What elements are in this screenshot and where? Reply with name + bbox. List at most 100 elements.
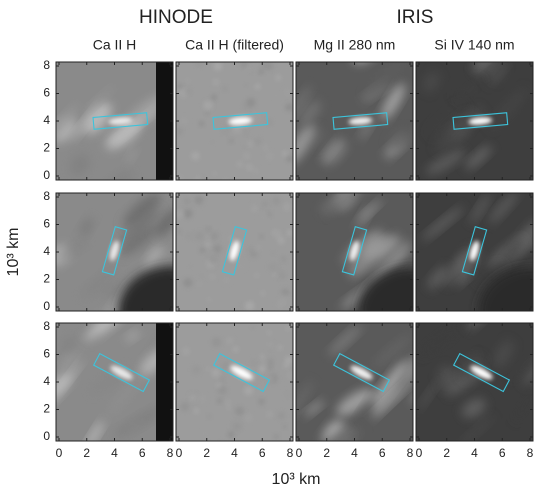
texture xyxy=(206,297,212,303)
texture xyxy=(71,102,102,141)
texture xyxy=(198,272,205,279)
texture xyxy=(210,231,219,241)
texture xyxy=(296,124,315,166)
texture xyxy=(154,208,173,237)
texture xyxy=(243,385,254,396)
texture xyxy=(266,410,274,418)
texture xyxy=(188,264,193,269)
texture xyxy=(276,236,285,245)
texture xyxy=(311,429,351,441)
texture xyxy=(259,354,265,360)
texture xyxy=(232,123,242,134)
texture xyxy=(212,78,220,86)
texture xyxy=(283,362,289,369)
texture xyxy=(276,267,285,275)
texture xyxy=(190,151,200,161)
texture xyxy=(243,82,249,88)
brightening xyxy=(469,240,480,261)
texture xyxy=(213,244,222,254)
texture xyxy=(254,244,262,252)
image-panel xyxy=(296,62,413,180)
x-tick-label: 4 xyxy=(471,446,478,460)
texture xyxy=(388,129,413,150)
texture xyxy=(81,267,118,299)
texture xyxy=(286,155,293,163)
texture xyxy=(209,273,216,280)
texture xyxy=(268,365,273,370)
texture xyxy=(233,421,243,431)
texture xyxy=(56,117,77,143)
texture xyxy=(83,85,115,114)
texture xyxy=(236,160,244,168)
texture xyxy=(488,193,519,224)
texture xyxy=(286,229,293,236)
texture xyxy=(176,128,183,136)
texture xyxy=(56,373,72,411)
column-title: Ca II H (filtered) xyxy=(185,37,284,53)
texture xyxy=(199,247,206,254)
y-tick-label: 2 xyxy=(43,402,50,416)
texture xyxy=(126,147,137,163)
texture xyxy=(251,167,259,175)
texture xyxy=(283,65,290,72)
dark-region xyxy=(358,266,413,311)
texture xyxy=(252,132,261,141)
texture xyxy=(273,434,279,440)
slit-box xyxy=(461,226,488,276)
x-tick-label: 8 xyxy=(407,446,414,460)
texture xyxy=(421,206,464,241)
texture xyxy=(439,372,459,390)
y-tick-label: 8 xyxy=(43,319,50,333)
texture xyxy=(322,139,347,166)
texture xyxy=(57,239,89,261)
texture xyxy=(418,323,465,357)
y-tick-label: 0 xyxy=(43,429,50,443)
texture xyxy=(475,262,505,285)
texture xyxy=(244,301,255,311)
texture xyxy=(228,330,235,337)
texture xyxy=(425,149,466,176)
group-label: IRIS xyxy=(397,7,434,28)
texture xyxy=(270,229,277,236)
texture xyxy=(125,330,140,342)
texture xyxy=(267,211,273,217)
texture xyxy=(209,139,215,145)
x-tick-label: 4 xyxy=(351,446,358,460)
texture xyxy=(194,195,204,205)
texture xyxy=(252,374,261,383)
texture xyxy=(260,290,266,296)
texture xyxy=(84,420,104,441)
texture xyxy=(271,343,279,351)
texture xyxy=(286,371,293,380)
texture xyxy=(123,193,161,228)
texture xyxy=(280,256,287,263)
texture xyxy=(283,88,292,97)
texture xyxy=(510,347,533,381)
texture xyxy=(336,388,375,416)
texture xyxy=(488,87,528,130)
texture xyxy=(183,208,193,219)
texture xyxy=(249,358,257,367)
texture xyxy=(120,208,161,244)
texture xyxy=(222,276,231,284)
texture xyxy=(284,356,293,365)
x-tick-label: 0 xyxy=(416,446,423,460)
group-label: HINODE xyxy=(139,7,213,28)
texture xyxy=(250,204,259,213)
slit-box xyxy=(452,112,509,130)
y-tick-label: 2 xyxy=(43,272,50,286)
texture xyxy=(279,294,289,304)
x-tick-label: 2 xyxy=(83,446,90,460)
texture xyxy=(184,88,192,96)
x-tick-label: 2 xyxy=(203,446,210,460)
texture xyxy=(422,71,440,93)
texture xyxy=(213,62,223,71)
texture xyxy=(201,430,209,438)
texture xyxy=(354,399,374,428)
texture xyxy=(198,121,205,127)
texture xyxy=(474,62,502,76)
texture xyxy=(259,234,264,239)
texture xyxy=(227,431,235,439)
brightening xyxy=(350,365,373,380)
brightening xyxy=(348,117,373,125)
